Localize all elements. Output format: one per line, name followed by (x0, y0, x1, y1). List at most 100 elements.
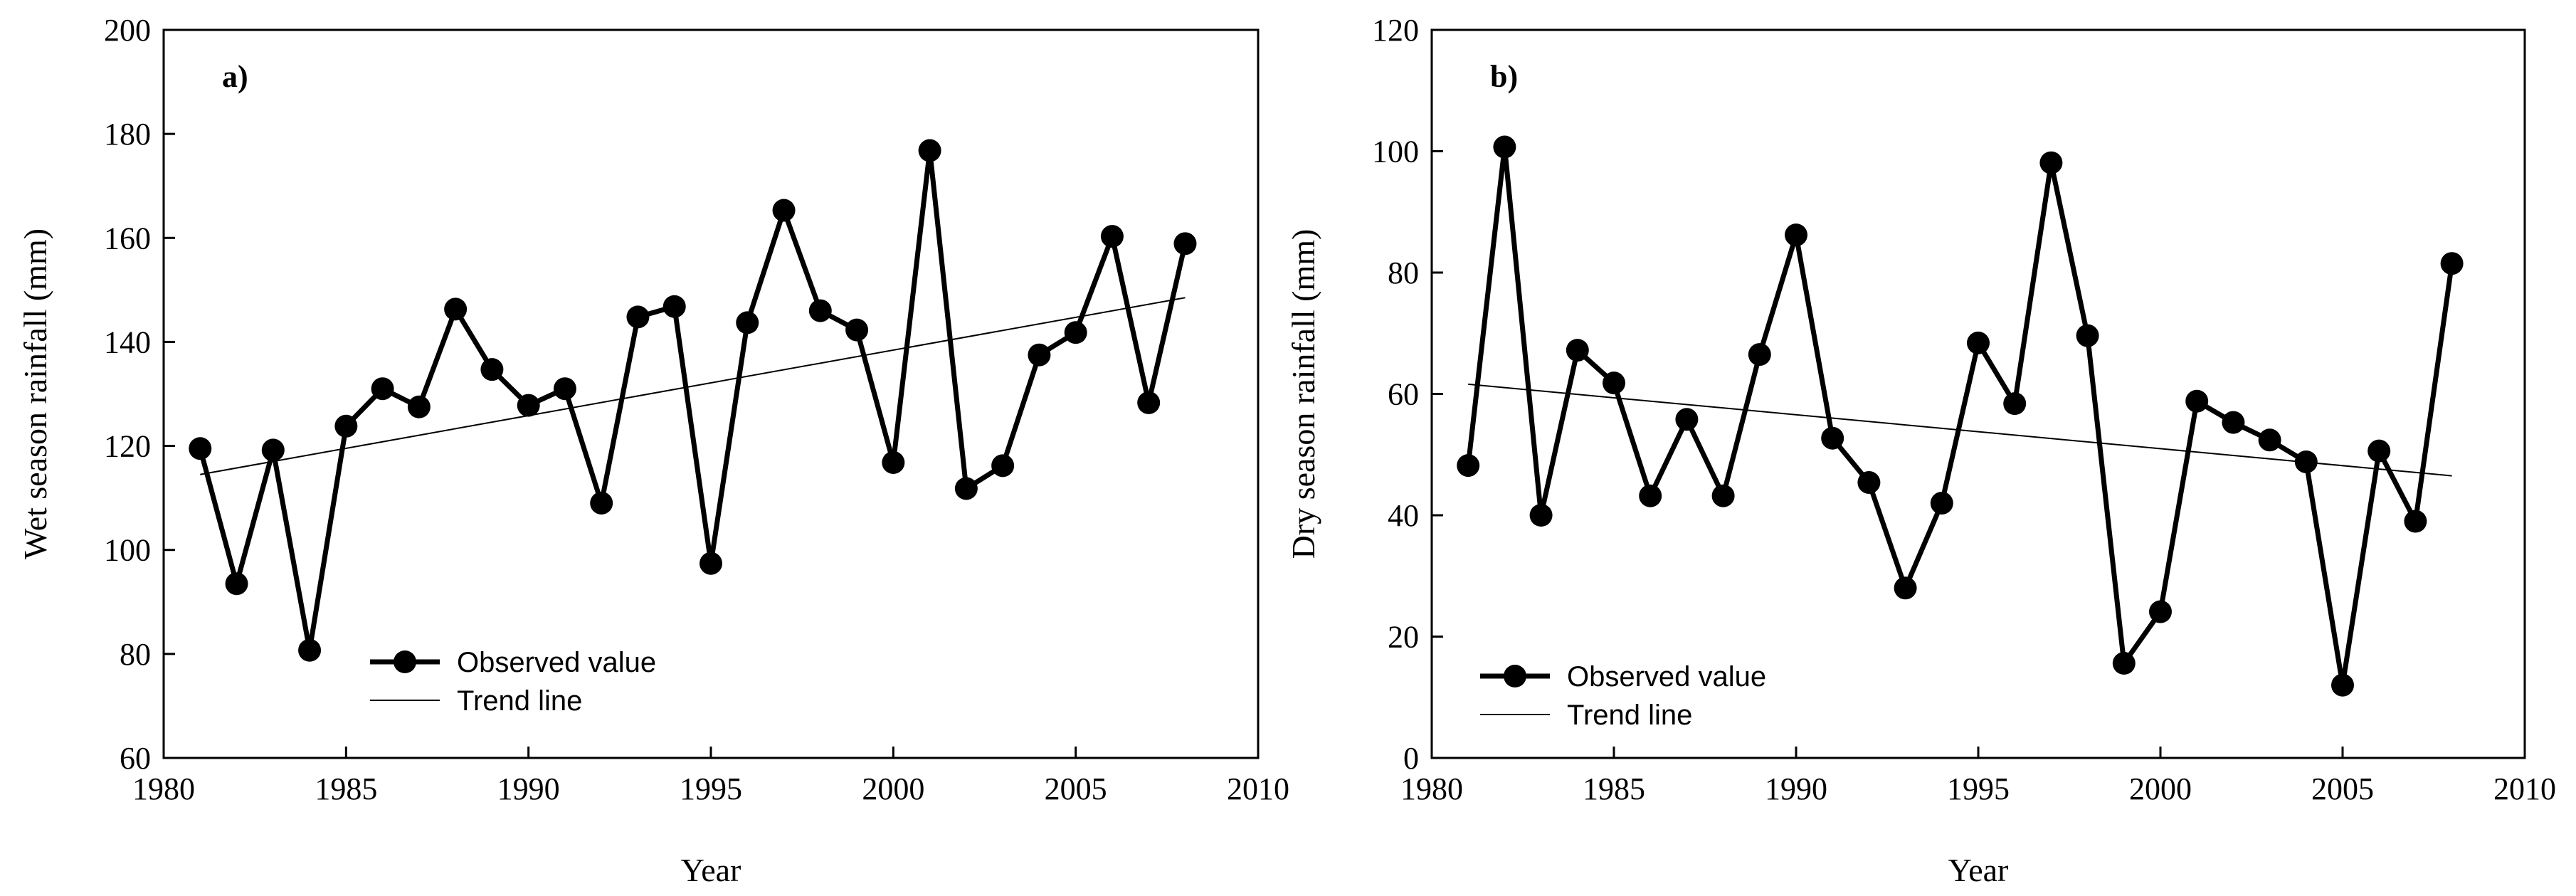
observed-point (700, 552, 722, 575)
observed-point (1675, 408, 1699, 431)
observed-point (553, 377, 576, 401)
observed-series-line (197, 148, 1188, 653)
observed-point (1857, 470, 1881, 494)
x-axis-title: Year (681, 852, 741, 888)
observed-point (1711, 484, 1735, 507)
x-tick-label: 1980 (132, 771, 195, 806)
x-tick-label: 1985 (1583, 771, 1645, 806)
y-tick-label: 60 (1388, 377, 1419, 412)
observed-point (1603, 371, 1625, 395)
y-tick-label: 100 (1372, 135, 1419, 169)
observed-point (1173, 232, 1197, 255)
observed-series-line (1465, 144, 2455, 688)
observed-point (1894, 576, 1917, 600)
observed-point (736, 311, 759, 334)
observed-point (334, 414, 358, 438)
x-tick-label: 2000 (2129, 771, 2192, 806)
observed-point (1028, 343, 1051, 367)
y-axis-title: Dry season rainfall (mm) (1285, 229, 1321, 559)
observed-point (772, 199, 796, 222)
y-axis-title: Wet season rainfall (mm) (17, 228, 53, 559)
x-axis-title: Year (1948, 852, 2009, 888)
y-tick-label: 80 (1388, 255, 1419, 290)
legend-trend-label: Trend line (1567, 700, 1692, 731)
y-tick-label: 80 (120, 637, 151, 672)
trend-line (200, 297, 1186, 475)
y-tick-label: 160 (104, 221, 151, 255)
panel-label: a) (222, 59, 248, 94)
x-tick-label: 1995 (1947, 771, 2010, 806)
observed-point (1748, 343, 1771, 367)
observed-point (261, 438, 285, 462)
observed-point (2076, 324, 2099, 347)
observed-point (1137, 391, 1161, 414)
observed-point (2039, 151, 2063, 174)
observed-point (2185, 389, 2209, 413)
y-tick-label: 0 (1403, 741, 1419, 776)
x-tick-label: 1980 (1400, 771, 1463, 806)
observed-point (2294, 450, 2318, 473)
y-tick-label: 40 (1388, 498, 1419, 533)
observed-point (663, 295, 686, 318)
y-tick-label: 100 (104, 533, 151, 568)
observed-point (991, 454, 1015, 478)
x-tick-label: 1985 (315, 771, 377, 806)
y-tick-label: 140 (104, 325, 151, 359)
observed-point (954, 477, 978, 500)
observed-point (2440, 252, 2464, 275)
observed-point (189, 437, 212, 460)
legend-trend-label: Trend line (457, 685, 582, 717)
panel-a: 1980 1985 1990 1995 2000 2005 2010 60 80 100 120 14… (17, 13, 1289, 888)
y-tick-label: 200 (104, 13, 151, 48)
x-tick-label: 2010 (1227, 771, 1289, 806)
x-tick-label: 1995 (680, 771, 742, 806)
x-tick-label: 2000 (862, 771, 924, 806)
panel-label: b) (1490, 59, 1518, 94)
x-tick-label: 2010 (2493, 771, 2556, 806)
y-tick-label: 180 (104, 117, 151, 152)
observed-point (1566, 339, 1589, 362)
legend-observed-label: Observed value (1567, 661, 1766, 692)
observed-point (808, 299, 832, 322)
observed-point (590, 491, 613, 515)
observed-point (517, 394, 540, 417)
observed-point (1785, 223, 1807, 247)
x-tick-label: 2005 (2311, 771, 2374, 806)
observed-point (626, 305, 650, 329)
observed-point (407, 395, 431, 418)
observed-point (2368, 439, 2391, 463)
x-tick-label: 1990 (497, 771, 560, 806)
panel-b: 1980 1985 1990 1995 2000 2005 2010 0 20 40 60 80 100… (1285, 13, 2556, 888)
observed-point (480, 358, 504, 381)
observed-point (225, 572, 248, 596)
plot-frame (1430, 28, 2526, 759)
observed-point (2331, 673, 2354, 697)
y-tick-label: 20 (1388, 620, 1419, 655)
observed-point (1930, 491, 1953, 515)
observed-point (371, 377, 394, 401)
legend-observed-marker (1504, 665, 1526, 687)
y-tick-label: 120 (104, 429, 151, 464)
observed-point (2222, 411, 2245, 434)
observed-point (2003, 392, 2027, 416)
plot-frame (162, 28, 1260, 759)
legend-observed-marker (394, 650, 416, 673)
x-tick-label: 1990 (1765, 771, 1827, 806)
y-tick-label: 120 (1372, 13, 1419, 48)
y-tick-label: 60 (120, 741, 151, 776)
observed-point (1529, 504, 1553, 527)
observed-point (1821, 426, 1844, 450)
observed-point (2258, 428, 2281, 452)
legend-observed-label: Observed value (457, 647, 656, 678)
observed-point (2404, 510, 2427, 533)
observed-point (918, 139, 941, 162)
observed-point (1639, 484, 1662, 507)
observed-point (845, 318, 869, 342)
observed-point (2149, 600, 2172, 623)
observed-point (298, 638, 322, 662)
observed-point (1100, 225, 1124, 248)
observed-point (1967, 331, 1990, 354)
observed-point (2112, 652, 2136, 675)
observed-point (1457, 454, 1480, 478)
